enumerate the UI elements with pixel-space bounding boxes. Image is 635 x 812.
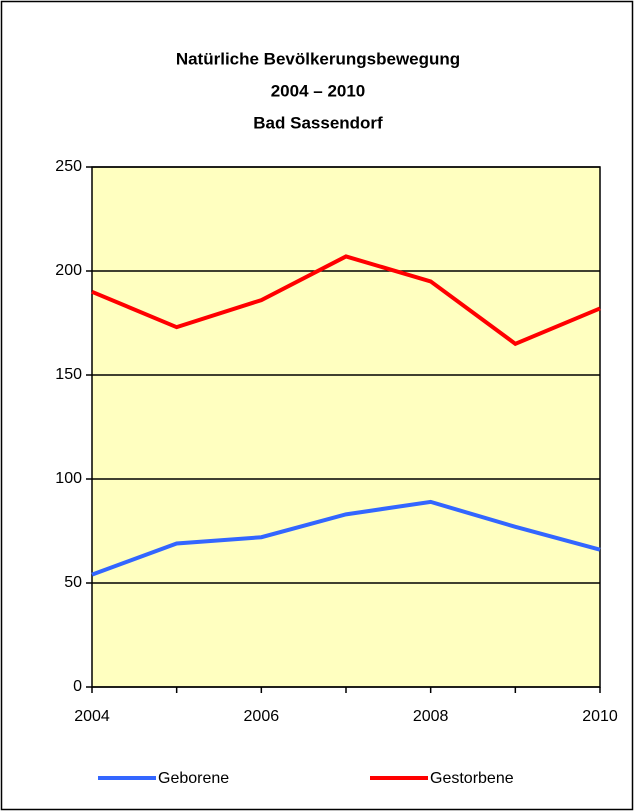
y-tick-label: 200 bbox=[55, 262, 82, 279]
plot-area bbox=[92, 167, 600, 687]
series-line bbox=[91, 254, 601, 347]
y-tick-label: 0 bbox=[73, 678, 82, 695]
x-tick-label: 2010 bbox=[582, 708, 618, 725]
chart-title: Bad Sassendorf bbox=[253, 113, 383, 132]
series-line bbox=[91, 499, 601, 577]
x-tick-label: 2004 bbox=[74, 708, 110, 725]
chart-title: 2004 – 2010 bbox=[271, 81, 366, 100]
legend-label: Geborene bbox=[158, 770, 229, 787]
chart-title: Natürliche Bevölkerungsbewegung bbox=[176, 49, 460, 68]
x-tick-label: 2006 bbox=[244, 708, 280, 725]
y-tick-label: 150 bbox=[55, 366, 82, 383]
x-tick-label: 2008 bbox=[413, 708, 449, 725]
y-tick-label: 50 bbox=[64, 574, 82, 591]
y-tick-label: 100 bbox=[55, 470, 82, 487]
plot-border bbox=[91, 166, 601, 688]
legend-label: Gestorbene bbox=[430, 770, 514, 787]
y-tick-label: 250 bbox=[55, 158, 82, 175]
